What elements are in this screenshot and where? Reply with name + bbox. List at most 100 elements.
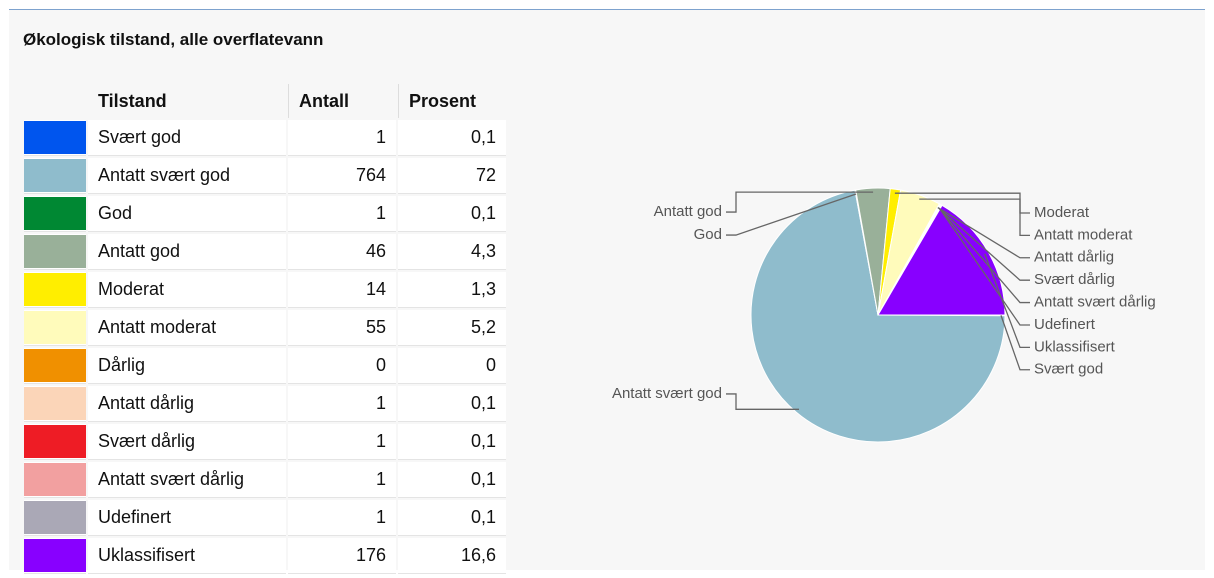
leader-line xyxy=(937,206,1030,259)
name-cell: Moderat xyxy=(88,272,286,308)
table-row: Antatt moderat 55 5,2 xyxy=(24,310,506,346)
percent-cell: 0,1 xyxy=(398,120,506,156)
leader-line xyxy=(919,198,1030,237)
name-cell: Antatt god xyxy=(88,234,286,270)
header-cell: Antall xyxy=(288,84,396,118)
percent-cell: 0,1 xyxy=(398,500,506,536)
swatch-cell xyxy=(24,234,86,270)
table-row: Antatt svært dårlig 1 0,1 xyxy=(24,462,506,498)
swatch-cell xyxy=(24,196,86,232)
slice-label: Uklassifisert xyxy=(1034,338,1116,355)
pie-slice xyxy=(750,189,1006,443)
table-row: Uklassifisert 176 16,6 xyxy=(24,538,506,574)
swatch-cell xyxy=(24,500,86,536)
count-cell: 764 xyxy=(288,158,396,194)
name-cell: Udefinert xyxy=(88,500,286,536)
slice-label: Udefinert xyxy=(1034,316,1096,333)
leader-line xyxy=(939,208,1030,326)
swatch-cell xyxy=(24,386,86,422)
name-cell: Svært dårlig xyxy=(88,424,286,460)
percent-cell: 0 xyxy=(398,348,506,384)
swatch-cell xyxy=(24,120,86,156)
swatch-cell xyxy=(24,462,86,498)
leader-line xyxy=(1000,315,1030,371)
table-row: Svært dårlig 1 0,1 xyxy=(24,424,506,460)
swatch-cell xyxy=(24,424,86,460)
swatch xyxy=(24,539,86,572)
leader-line xyxy=(726,191,874,213)
swatch xyxy=(24,425,86,458)
table-row: Udefinert 1 0,1 xyxy=(24,500,506,536)
name-cell: Uklassifisert xyxy=(88,538,286,574)
swatch xyxy=(24,311,86,344)
swatch xyxy=(24,501,86,534)
count-cell: 14 xyxy=(288,272,396,308)
leader-line xyxy=(938,207,1030,304)
count-cell: 1 xyxy=(288,120,396,156)
table-row: Antatt god 46 4,3 xyxy=(24,234,506,270)
table-row: Svært god 1 0,1 xyxy=(24,120,506,156)
name-cell: Antatt svært dårlig xyxy=(88,462,286,498)
slice-label: Svært dårlig xyxy=(1034,271,1115,288)
slice-label: Antatt dårlig xyxy=(1034,249,1114,266)
count-cell: 1 xyxy=(288,500,396,536)
swatch xyxy=(24,463,86,496)
leader-line xyxy=(726,393,800,410)
leader-line xyxy=(984,253,1030,349)
table-body: Svært god 1 0,1 Antatt svært god 764 72 God 1 0,… xyxy=(24,120,506,574)
slice-label: Antatt svært dårlig xyxy=(1034,294,1156,311)
slice-label: Antatt god xyxy=(654,203,722,220)
header-cell: Prosent xyxy=(398,84,506,118)
swatch xyxy=(24,235,86,268)
leader-line xyxy=(938,207,1030,281)
table-row: God 1 0,1 xyxy=(24,196,506,232)
swatch xyxy=(24,387,86,420)
percent-cell: 1,3 xyxy=(398,272,506,308)
table-row: Antatt svært god 764 72 xyxy=(24,158,506,194)
name-cell: God xyxy=(88,196,286,232)
swatch xyxy=(24,197,86,230)
swatch xyxy=(24,273,86,306)
panel: Økologisk tilstand, alle overflatevann T… xyxy=(9,9,1205,574)
percent-cell: 16,6 xyxy=(398,538,506,574)
leader-line xyxy=(726,193,857,236)
slice-label: Antatt svært god xyxy=(612,385,722,402)
header-cell: Tilstand xyxy=(98,90,167,111)
slice-label: Antatt moderat xyxy=(1034,226,1133,243)
swatch-cell xyxy=(24,158,86,194)
count-cell: 1 xyxy=(288,196,396,232)
table-row: Moderat 14 1,3 xyxy=(24,272,506,308)
header-row: Tilstand Antall Prosent xyxy=(24,84,506,118)
count-cell: 0 xyxy=(288,348,396,384)
count-cell: 1 xyxy=(288,386,396,422)
percent-cell: 72 xyxy=(398,158,506,194)
percent-cell: 0,1 xyxy=(398,196,506,232)
table-row: Dårlig 0 0 xyxy=(24,348,506,384)
percent-cell: 5,2 xyxy=(398,310,506,346)
swatch xyxy=(24,121,86,154)
swatch-cell xyxy=(24,348,86,384)
legend-table: Tilstand Antall Prosent Svært god 1 0,1 Ant… xyxy=(22,82,508,576)
percent-cell: 0,1 xyxy=(398,386,506,422)
count-cell: 176 xyxy=(288,538,396,574)
panel-title: Økologisk tilstand, alle overflatevann xyxy=(23,30,324,49)
count-cell: 1 xyxy=(288,462,396,498)
percent-cell: 0,1 xyxy=(398,424,506,460)
table-row: Antatt dårlig 1 0,1 xyxy=(24,386,506,422)
count-cell: 55 xyxy=(288,310,396,346)
slice-label: Moderat xyxy=(1034,204,1090,221)
name-cell: Svært god xyxy=(88,120,286,156)
swatch xyxy=(24,159,86,192)
percent-cell: 0,1 xyxy=(398,462,506,498)
count-cell: 1 xyxy=(288,424,396,460)
name-cell: Antatt svært god xyxy=(88,158,286,194)
slice-label: God xyxy=(694,226,722,243)
name-cell: Antatt moderat xyxy=(88,310,286,346)
name-cell: Antatt dårlig xyxy=(88,386,286,422)
percent-cell: 4,3 xyxy=(398,234,506,270)
swatch-cell xyxy=(24,272,86,308)
swatch-cell xyxy=(24,538,86,574)
name-cell: Dårlig xyxy=(88,348,286,384)
count-cell: 46 xyxy=(288,234,396,270)
